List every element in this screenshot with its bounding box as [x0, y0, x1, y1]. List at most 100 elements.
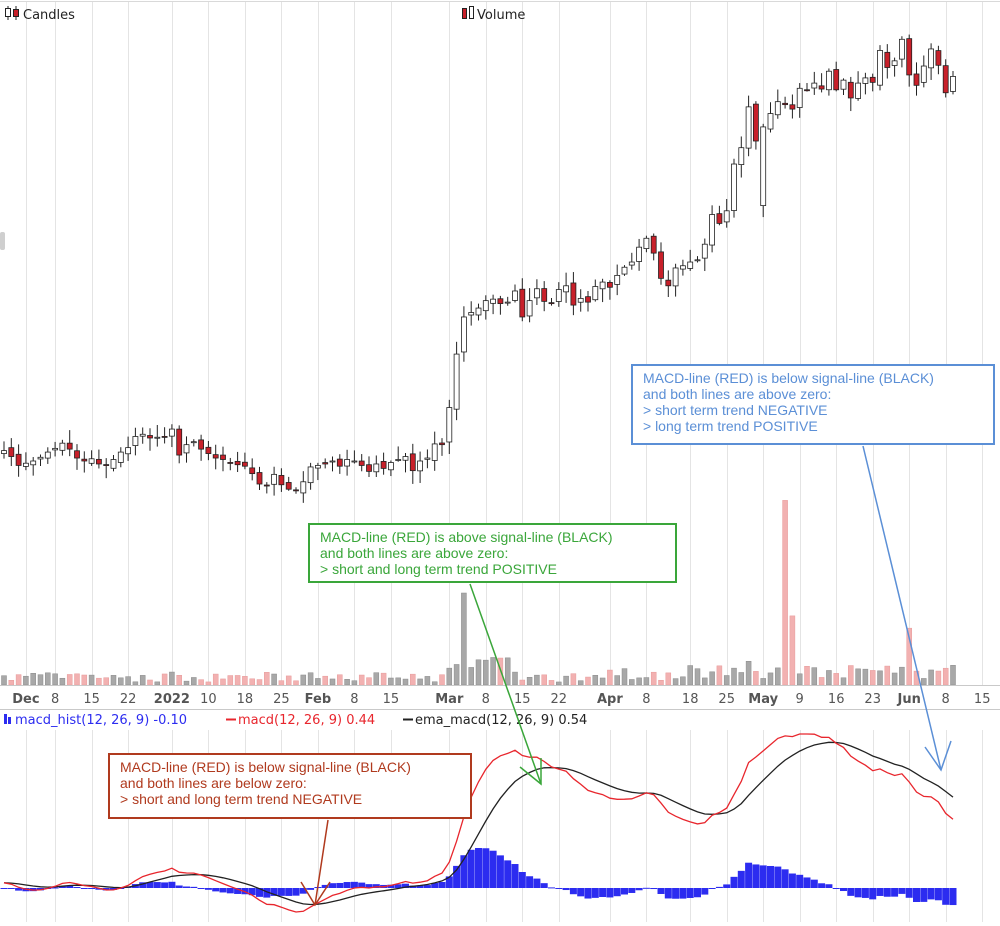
histogram-bar [628, 888, 636, 893]
volume-bar [840, 677, 847, 686]
histogram-bar [803, 877, 811, 888]
volume-bar [899, 666, 905, 686]
volume-bar [176, 675, 182, 686]
histogram-bar [175, 885, 183, 888]
histogram-bar [80, 888, 88, 889]
green-arrow [469, 583, 542, 786]
histogram-bar [445, 876, 453, 888]
volume-bar [935, 670, 942, 686]
volume-bar [599, 677, 606, 686]
candle [336, 454, 343, 474]
histogram-bar [562, 888, 570, 891]
histogram-bar [58, 885, 66, 888]
histogram-bar [66, 885, 74, 888]
histogram-bar [642, 887, 650, 889]
volume-bar [775, 667, 781, 686]
histogram-bar [599, 888, 607, 898]
histogram-bar [818, 883, 826, 888]
legend-candles[interactable]: Candles [5, 6, 76, 23]
volume-bar [139, 675, 146, 686]
legend-ema-macd[interactable]: ema_macd(12, 26, 9) 0.54 [403, 713, 587, 728]
histogram-bar [460, 855, 468, 888]
volume-bar [293, 680, 299, 686]
histogram-bar [88, 888, 96, 889]
volume-bar [723, 675, 730, 686]
histogram-bar [438, 881, 446, 888]
candle [300, 471, 307, 503]
x-tick-label: Dec [12, 692, 39, 707]
legend-macd-label: macd(12, 26, 9) 0.44 [238, 713, 375, 728]
histogram-bar [701, 888, 709, 895]
volume-bar [256, 679, 263, 686]
histogram-bar [343, 882, 351, 888]
histogram-bar [365, 884, 373, 888]
volume-bar [782, 500, 788, 686]
histogram-bar [504, 860, 512, 888]
candle [417, 451, 424, 483]
candle [37, 454, 44, 467]
callout-blue-line-1: MACD-line (RED) is below signal-line (BL… [643, 370, 934, 386]
volume-bar [694, 668, 701, 686]
candle [723, 198, 730, 228]
volume-bar [37, 674, 44, 686]
candle [826, 68, 832, 96]
candle [490, 294, 497, 315]
candles-legend-icon [5, 6, 19, 20]
candle [88, 450, 95, 466]
x-tick-label: 8 [942, 692, 950, 707]
candle [278, 468, 285, 492]
candle [44, 447, 51, 464]
candle [745, 95, 752, 157]
callout-green-line-3: > short and long term trend POSITIVE [320, 561, 557, 577]
legend-volume[interactable]: Volume [462, 6, 526, 24]
volume-bar [921, 678, 927, 686]
histogram-bar [263, 888, 271, 898]
histogram-bar [825, 884, 833, 888]
histogram-bar [511, 864, 519, 888]
volume-bar [891, 672, 898, 686]
callout-blue-line-2: and both lines are above zero: [643, 386, 832, 402]
volume-bar [716, 665, 723, 686]
x-tick-label: 8 [482, 692, 490, 707]
candle [497, 295, 504, 315]
x-tick-label: Mar [435, 692, 464, 707]
volume-bar [300, 674, 307, 686]
candle [366, 456, 372, 477]
histogram-bar [431, 882, 439, 888]
callout-red-line-1: MACD-line (RED) is below signal-line (BL… [120, 759, 411, 775]
volume-bar [249, 678, 255, 686]
candle [614, 264, 621, 296]
candle [687, 249, 694, 271]
candle [534, 279, 540, 305]
histogram-bar [475, 848, 482, 888]
histogram-bar [102, 888, 110, 891]
volume-bar [804, 666, 810, 686]
candle [387, 460, 394, 477]
volume-bar [96, 677, 102, 686]
histogram-bar [555, 888, 563, 889]
candle [307, 462, 314, 490]
candle [672, 263, 679, 297]
volume-bar [942, 667, 949, 686]
callout-macd-below-above-zero: MACD-line (RED) is below signal-line (BL… [631, 364, 995, 445]
histogram-bar [606, 888, 614, 898]
legend-macd-hist[interactable]: macd_hist(12, 26, 9) -0.10 [4, 713, 187, 728]
volume-bar [687, 665, 693, 686]
legend-macd[interactable]: macd(12, 26, 9) 0.44 [226, 713, 375, 728]
histogram-bar [0, 888, 8, 889]
histogram-bar [650, 888, 658, 890]
candle [767, 102, 774, 133]
histogram-bar [737, 870, 745, 888]
histogram-bar [299, 888, 307, 894]
volume-bar [877, 670, 883, 686]
histogram-bar [577, 888, 585, 897]
histogram-bar [234, 888, 242, 894]
volume-bar [702, 677, 708, 686]
volume-bar [59, 677, 66, 686]
volume-bar [731, 667, 737, 686]
histogram-bar [139, 882, 147, 888]
histogram-bar [197, 888, 205, 889]
candle [847, 76, 854, 112]
histogram-bar [467, 849, 475, 888]
volume-bar [665, 672, 672, 686]
